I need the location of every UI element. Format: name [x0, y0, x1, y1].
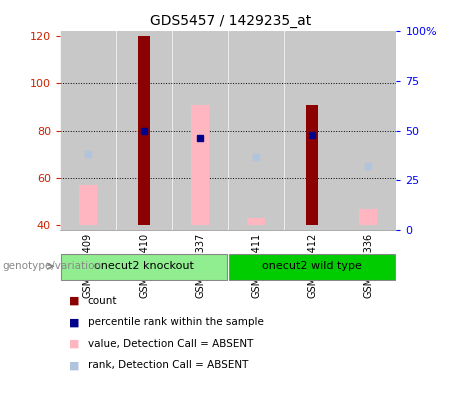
Text: percentile rank within the sample: percentile rank within the sample [88, 317, 264, 327]
Bar [117, 31, 171, 230]
Bar [360, 209, 378, 225]
Bar [173, 31, 227, 230]
Bar [138, 36, 150, 225]
Text: count: count [88, 296, 117, 306]
FancyBboxPatch shape [229, 253, 396, 279]
FancyBboxPatch shape [61, 253, 227, 279]
Text: onecut2 wild type: onecut2 wild type [262, 261, 362, 271]
Text: ■: ■ [69, 360, 80, 371]
Bar [61, 31, 115, 230]
Text: GDS5457 / 1429235_at: GDS5457 / 1429235_at [150, 14, 311, 28]
Bar [285, 31, 340, 230]
Bar [341, 31, 396, 230]
Bar [306, 105, 319, 225]
Text: ■: ■ [69, 317, 80, 327]
Bar [79, 185, 97, 225]
Text: ■: ■ [69, 296, 80, 306]
Bar [191, 105, 209, 225]
Text: rank, Detection Call = ABSENT: rank, Detection Call = ABSENT [88, 360, 248, 371]
Text: genotype/variation: genotype/variation [2, 261, 101, 271]
Text: ■: ■ [69, 339, 80, 349]
Text: value, Detection Call = ABSENT: value, Detection Call = ABSENT [88, 339, 253, 349]
Bar [247, 218, 265, 225]
Text: onecut2 knockout: onecut2 knockout [94, 261, 194, 271]
Bar [229, 31, 284, 230]
